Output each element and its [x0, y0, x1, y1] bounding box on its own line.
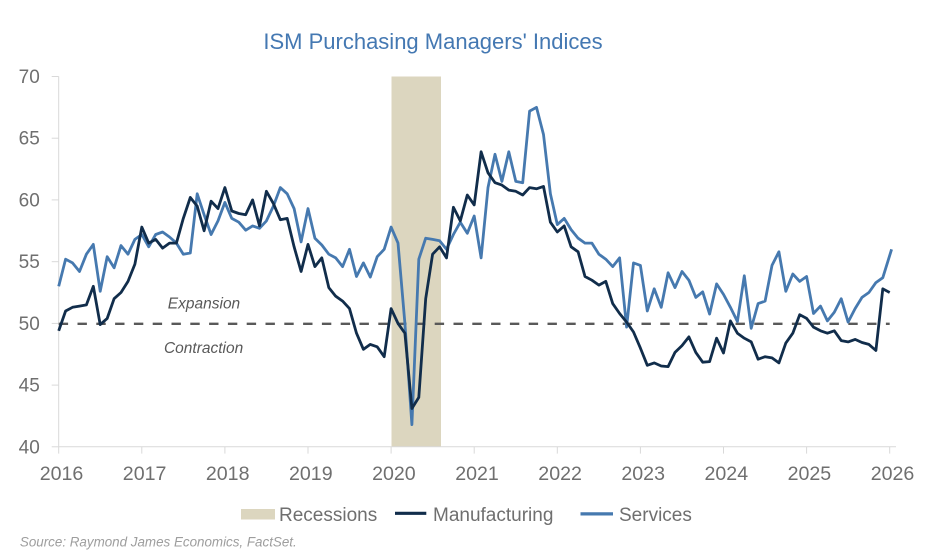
- svg-text:50: 50: [19, 314, 40, 335]
- svg-text:Recessions: Recessions: [279, 505, 377, 526]
- svg-text:2026: 2026: [871, 463, 915, 485]
- svg-text:2017: 2017: [123, 463, 167, 485]
- svg-text:2021: 2021: [455, 463, 499, 485]
- svg-text:2023: 2023: [621, 463, 665, 485]
- svg-text:Expansion: Expansion: [168, 295, 240, 312]
- svg-text:2020: 2020: [372, 463, 416, 485]
- svg-text:Contraction: Contraction: [164, 340, 243, 357]
- svg-text:2016: 2016: [40, 463, 84, 485]
- svg-text:2022: 2022: [538, 463, 582, 485]
- svg-text:40: 40: [19, 437, 40, 458]
- svg-text:Manufacturing: Manufacturing: [433, 505, 553, 526]
- svg-text:2025: 2025: [788, 463, 832, 485]
- svg-text:ISM Purchasing Managers' Indic: ISM Purchasing Managers' Indices: [263, 29, 602, 54]
- svg-text:Services: Services: [619, 505, 692, 526]
- svg-text:65: 65: [19, 129, 40, 150]
- svg-text:2024: 2024: [705, 463, 749, 485]
- svg-text:55: 55: [19, 252, 40, 273]
- svg-text:Source: Raymond James Economic: Source: Raymond James Economics, FactSet…: [20, 534, 297, 549]
- svg-text:45: 45: [19, 376, 40, 397]
- svg-text:70: 70: [19, 67, 40, 88]
- svg-text:2019: 2019: [289, 463, 333, 485]
- svg-text:2018: 2018: [206, 463, 250, 485]
- svg-text:60: 60: [19, 190, 40, 211]
